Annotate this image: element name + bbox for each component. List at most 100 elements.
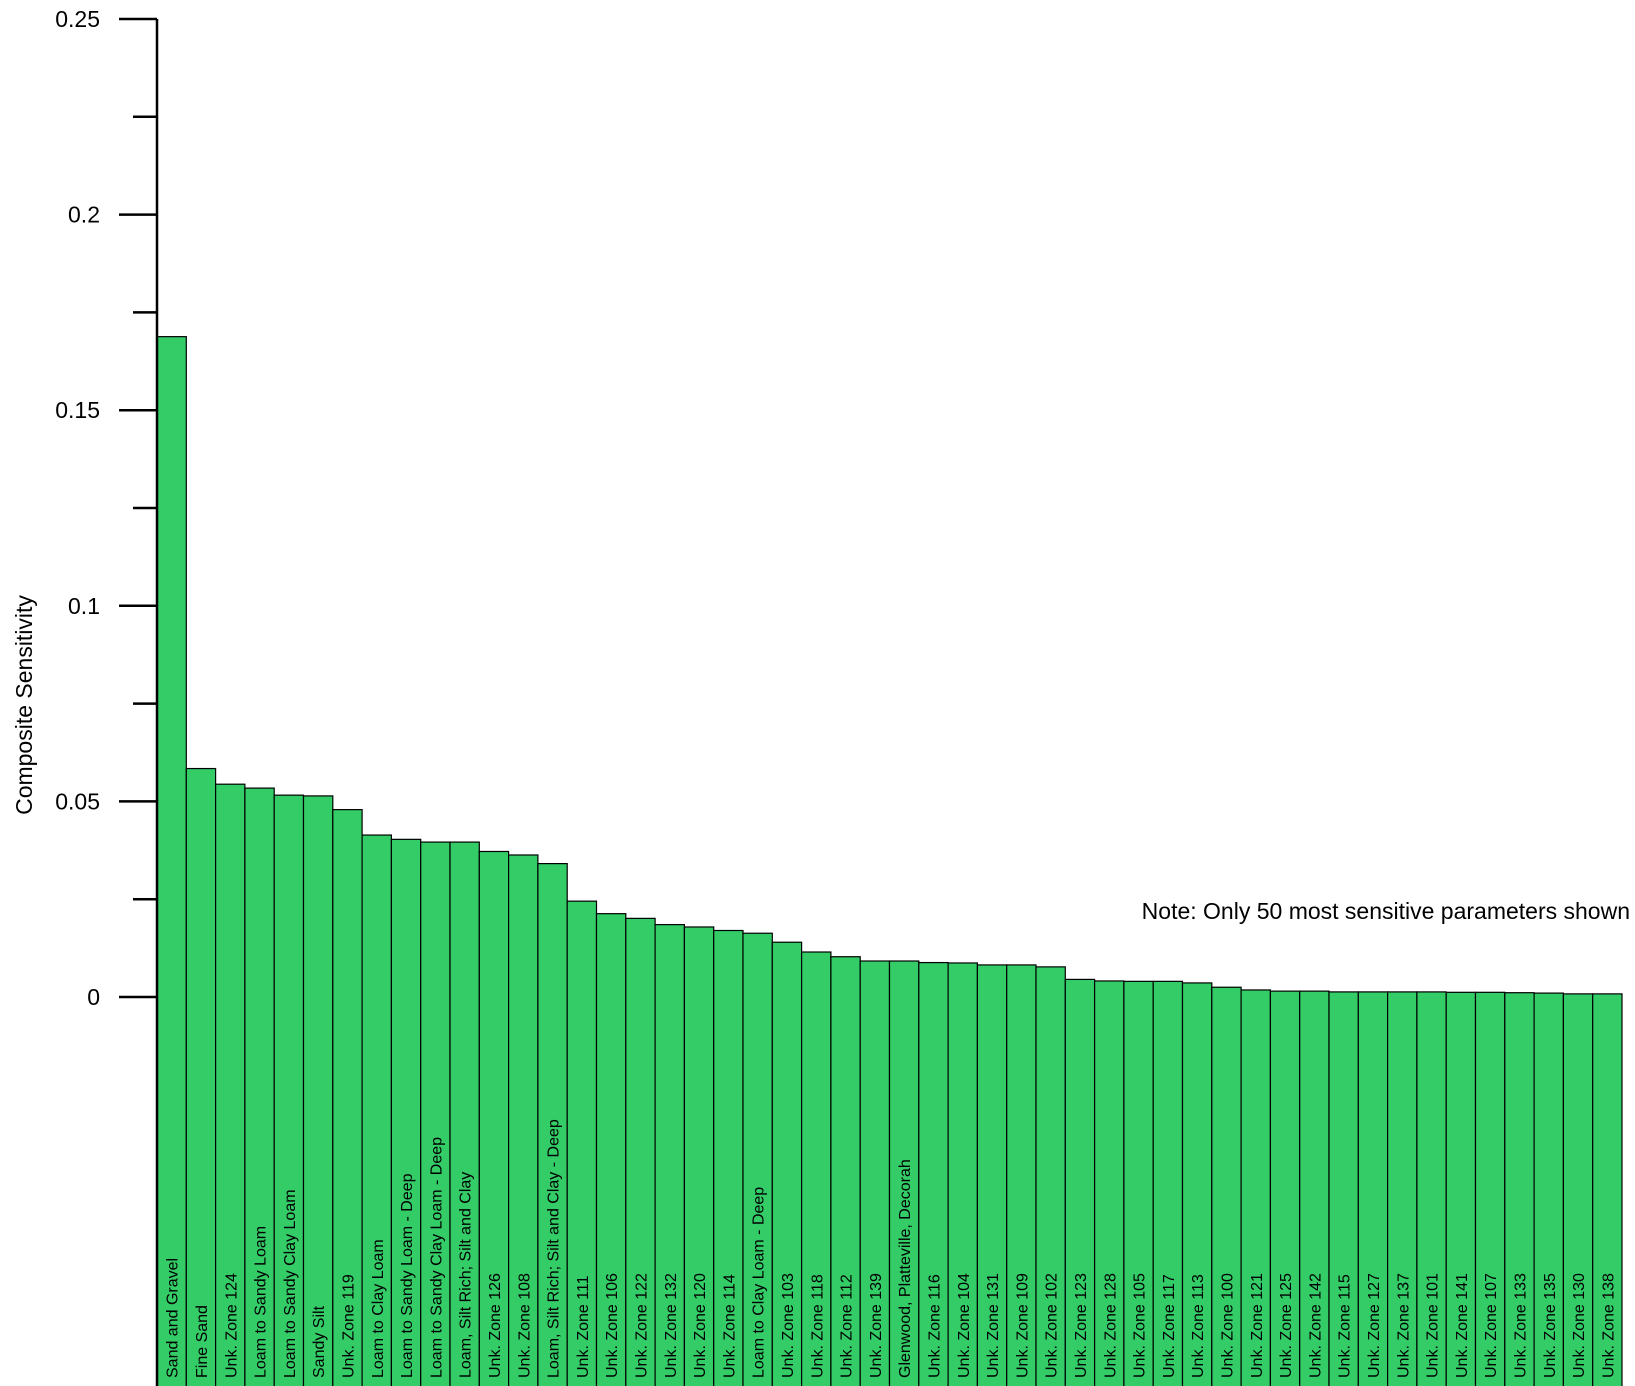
bar-43	[1386, 991, 1418, 1386]
bar-label-6: Sandy Silt	[311, 1305, 328, 1378]
bar-41	[1328, 991, 1359, 1386]
bar-label-23: Unk. Zone 118	[809, 1274, 826, 1378]
bar-label-35: Unk. Zone 117	[1161, 1274, 1178, 1378]
bar-label-7: Unk. Zone 119	[340, 1274, 357, 1378]
bar-label-8: Loam to Clay Loam	[370, 1239, 387, 1378]
y-axis-title: Composite Sensitivity	[11, 595, 37, 815]
bar-label-17: Unk. Zone 122	[633, 1273, 650, 1378]
bar-label-48: Unk. Zone 135	[1542, 1273, 1559, 1378]
bar-8	[361, 834, 393, 1386]
bar-48	[1533, 992, 1564, 1386]
bar-26	[888, 960, 920, 1386]
bar-11	[449, 841, 480, 1386]
bar-10	[420, 841, 451, 1386]
bar-labels-group: Sand and Gravel Fine Sand Unk. Zone 124 Loa…	[165, 1119, 1618, 1378]
bar-label-38: Unk. Zone 121	[1249, 1273, 1266, 1378]
bar-label-25: Unk. Zone 139	[868, 1273, 885, 1378]
bar-label-40: Unk. Zone 142	[1307, 1273, 1324, 1378]
bar-label-13: Unk. Zone 108	[516, 1273, 533, 1378]
bar-label-29: Unk. Zone 131	[985, 1273, 1002, 1378]
bar-29	[976, 964, 1008, 1386]
bar-label-15: Unk. Zone 111	[575, 1275, 592, 1378]
bar-label-11: Loam, Silt Rich; Silt and Clay	[458, 1172, 475, 1378]
y-axis: 0 0.05 0.1 0.15 0.2 0.25	[55, 6, 159, 1386]
bar-label-3: Unk. Zone 124	[223, 1273, 240, 1378]
bar-label-27: Unk. Zone 116	[926, 1274, 943, 1378]
bars-group	[156, 336, 1623, 1386]
bar-35	[1152, 980, 1184, 1386]
bar-label-43: Unk. Zone 137	[1395, 1273, 1412, 1378]
bar-label-19: Unk. Zone 120	[692, 1273, 709, 1378]
bar-label-20: Unk. Zone 114	[721, 1274, 738, 1378]
bar-4	[244, 787, 275, 1386]
bar-18	[654, 924, 685, 1386]
bar-label-45: Unk. Zone 141	[1454, 1273, 1471, 1378]
bar-50	[1592, 993, 1623, 1386]
bar-label-5: Loam to Sandy Clay Loam	[282, 1189, 299, 1378]
bar-49	[1562, 993, 1594, 1386]
bar-label-28: Unk. Zone 104	[956, 1273, 973, 1378]
y-tick-label-5: 0.2	[68, 202, 100, 228]
bar-label-36: Unk. Zone 113	[1190, 1274, 1207, 1378]
bar-label-12: Unk. Zone 126	[487, 1273, 504, 1378]
bar-46	[1474, 991, 1506, 1386]
bar-label-14: Loam, Silt Rich; Silt and Clay - Deep	[546, 1119, 563, 1378]
bar-label-26: Glenwood, Platteville, Decorah	[897, 1159, 914, 1378]
y-tick-label-6: 0.25	[55, 6, 100, 32]
bar-20	[713, 929, 744, 1386]
bar-42	[1357, 991, 1389, 1386]
bar-label-46: Unk. Zone 107	[1483, 1273, 1500, 1378]
bar-28	[947, 962, 978, 1386]
bar-label-24: Unk. Zone 112	[839, 1274, 856, 1378]
bar-label-34: Unk. Zone 105	[1132, 1273, 1149, 1378]
bar-label-50: Unk. Zone 138	[1600, 1273, 1617, 1378]
bar-45	[1445, 991, 1477, 1386]
bar-label-39: Unk. Zone 125	[1278, 1273, 1295, 1378]
bar-9	[390, 838, 422, 1386]
bar-label-16: Unk. Zone 106	[604, 1273, 621, 1378]
bar-3	[215, 783, 246, 1386]
bar-label-42: Unk. Zone 127	[1366, 1273, 1383, 1378]
bar-label-1: Sand and Gravel	[165, 1258, 182, 1378]
bar-label-44: Unk. Zone 101	[1425, 1273, 1442, 1378]
bar-44	[1416, 991, 1447, 1386]
bar-13	[508, 854, 539, 1386]
y-tick-label-1: 0	[87, 984, 100, 1010]
bar-12	[478, 850, 510, 1386]
bar-label-30: Unk. Zone 109	[1014, 1273, 1031, 1378]
bar-21	[742, 932, 773, 1386]
bar-38	[1240, 989, 1271, 1386]
chart-note: Note: Only 50 most sensitive parameters …	[1142, 898, 1630, 924]
bar-label-10: Loam to Sandy Clay Loam - Deep	[428, 1137, 445, 1378]
bar-label-47: Unk. Zone 133	[1512, 1273, 1529, 1378]
bar-30	[1006, 964, 1037, 1386]
bar-17	[625, 917, 656, 1386]
bar-label-4: Loam to Sandy Loam	[253, 1226, 270, 1378]
bar-16	[595, 913, 627, 1386]
y-tick-label-3: 0.1	[68, 593, 100, 619]
bar-label-18: Unk. Zone 132	[663, 1273, 680, 1378]
y-tick-label-2: 0.05	[55, 788, 100, 814]
bar-5	[273, 794, 305, 1386]
bar-19	[683, 926, 715, 1386]
y-tick-label-4: 0.15	[55, 397, 100, 423]
bar-7	[332, 809, 363, 1386]
bar-label-31: Unk. Zone 102	[1044, 1273, 1061, 1378]
bar-14	[537, 862, 568, 1386]
bar-22	[771, 941, 803, 1386]
bar-23	[800, 951, 832, 1386]
bar-1	[156, 336, 187, 1386]
bar-label-41: Unk. Zone 115	[1337, 1274, 1354, 1378]
bar-label-9: Loam to Sandy Loam - Deep	[399, 1173, 416, 1378]
bar-label-32: Unk. Zone 123	[1073, 1273, 1090, 1378]
bar-40	[1299, 990, 1330, 1386]
bar-label-33: Unk. Zone 128	[1102, 1273, 1119, 1378]
bar-label-21: Loam to Clay Loam - Deep	[751, 1187, 768, 1378]
bar-2	[185, 767, 217, 1386]
bar-label-2: Fine Sand	[194, 1305, 211, 1378]
bar-6	[302, 795, 334, 1386]
bar-label-37: Unk. Zone 100	[1219, 1273, 1236, 1378]
bar-31	[1035, 966, 1066, 1386]
bar-label-22: Unk. Zone 103	[780, 1273, 797, 1378]
